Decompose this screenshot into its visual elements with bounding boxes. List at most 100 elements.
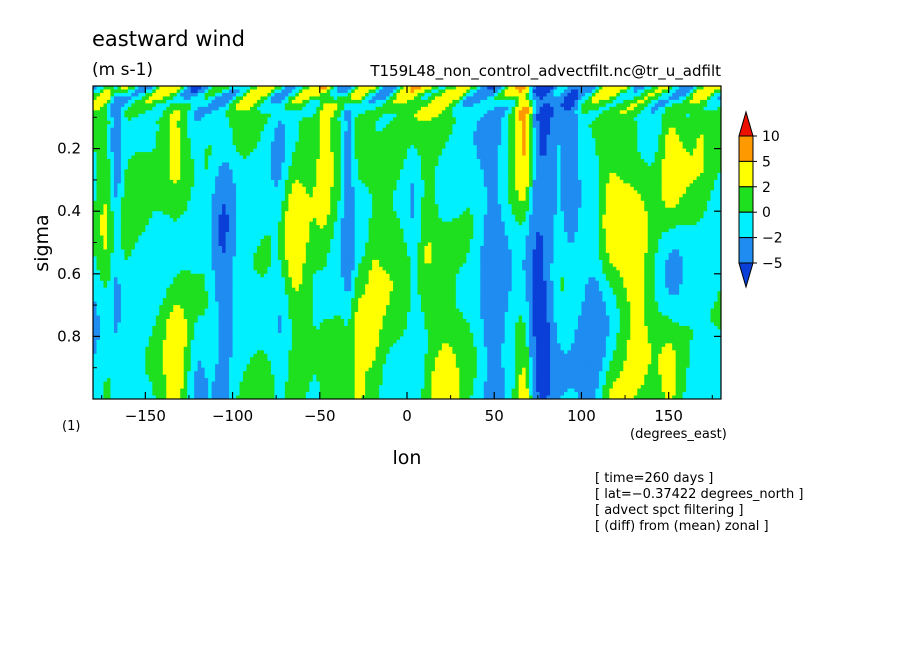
field-cell [250,127,254,132]
field-cell [281,89,286,94]
field-cell [420,134,425,139]
field-cell [595,169,600,174]
field-cell [113,106,118,111]
field-cell [305,162,310,167]
field-cell [333,99,338,104]
field-cell [375,179,380,184]
field-cell [291,110,296,115]
field-cell [529,152,533,156]
field-cell [487,92,492,97]
field-cell [427,86,432,90]
field-cell [197,103,202,108]
field-cell [393,176,397,181]
field-cell [637,148,642,153]
field-cell [574,176,579,181]
field-cell [389,117,394,122]
field-cell [246,106,251,111]
field-cell [518,179,523,184]
field-cell [591,148,596,153]
field-cell [462,165,467,170]
field-cell [131,89,136,94]
field-cell [229,96,233,101]
field-cell [427,131,432,136]
field-cell [316,89,321,94]
field-cell [703,127,708,132]
field-cell [316,152,321,156]
field-cell [466,86,471,90]
field-cell [455,131,460,136]
field-cell [675,155,680,160]
field-cell [529,117,533,122]
field-cell [134,131,139,136]
field-cell [288,145,293,149]
field-cell [152,141,157,146]
field-cell [633,145,638,149]
field-cell [504,110,509,115]
field-cell [180,155,185,160]
field-cell [431,113,436,118]
field-cell [155,96,160,101]
field-cell [211,148,216,153]
field-cell [577,134,582,139]
field-cell [319,165,324,170]
field-cell [553,117,558,122]
field-cell [707,96,711,101]
field-cell [420,103,425,108]
field-cell [183,131,188,136]
field-cell [564,92,568,97]
field-cell [595,86,600,90]
field-cell [518,92,523,97]
field-cell [145,120,150,125]
field-cell [654,138,659,143]
field-cell [375,176,380,181]
field-cell [431,176,436,181]
field-cell [93,165,97,170]
field-cell [515,152,520,156]
field-cell [281,138,286,143]
field-cell [717,169,721,174]
field-cell [595,110,600,115]
field-cell [612,103,617,108]
field-cell [515,169,520,174]
field-cell [368,152,373,156]
field-cell [117,155,122,160]
field-cell [616,131,621,136]
field-cell [570,96,575,101]
field-cell [438,179,443,184]
field-cell [127,134,132,139]
field-cell [330,113,335,118]
field-cell [672,117,677,122]
field-cell [693,165,697,170]
field-cell [570,152,575,156]
field-cell [250,113,254,118]
field-cell [155,117,160,122]
field-cell [288,134,293,139]
field-cell [679,120,684,125]
field-cell [689,152,694,156]
field-cell [588,120,593,125]
field-cell [134,145,139,149]
field-cell [131,145,136,149]
field-cell [120,96,125,101]
field-cell [703,92,708,97]
field-cell [215,152,219,156]
field-cell [243,138,247,143]
field-cell [145,179,150,184]
field-cell [211,113,216,118]
field-cell [389,145,394,149]
field-cell [501,179,506,184]
field-cell [194,127,199,132]
field-cell [490,113,495,118]
field-cell [707,127,711,132]
field-cell [263,96,268,101]
field-cell [298,145,303,149]
field-cell [714,106,718,111]
field-cell [654,124,659,129]
field-cell [431,120,436,125]
field-cell [99,110,104,115]
field-cell [379,145,383,149]
field-cell [267,99,272,104]
field-cell [501,134,506,139]
field-cell [312,179,317,184]
field-cell [459,179,464,184]
